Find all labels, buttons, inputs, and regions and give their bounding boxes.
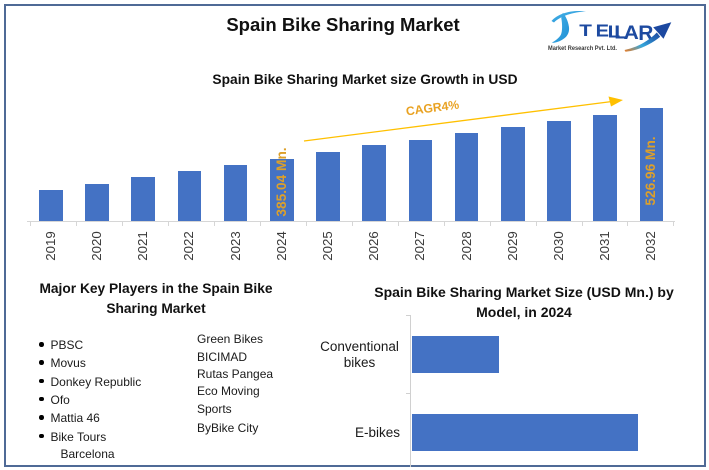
svg-text:E: E (596, 21, 609, 40)
svg-text:L: L (614, 23, 627, 43)
svg-text:L: L (608, 22, 621, 42)
svg-text:Market Research Pvt. Ltd.: Market Research Pvt. Ltd. (548, 45, 617, 52)
svg-text:T: T (579, 22, 592, 41)
svg-text:A: A (624, 22, 640, 43)
